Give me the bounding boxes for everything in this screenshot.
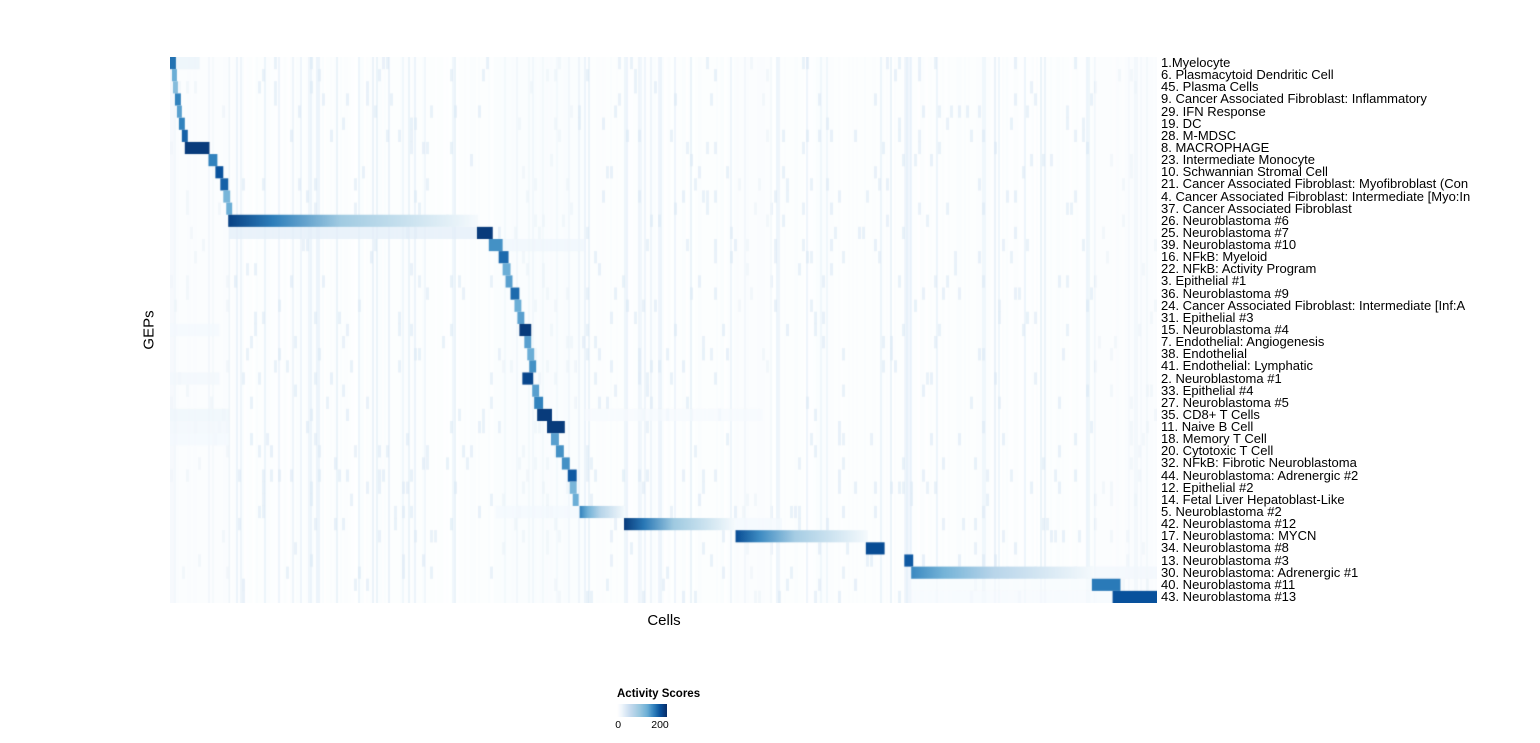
row-label: 23. Intermediate Monocyte bbox=[1161, 152, 1315, 168]
row-label: 25. Neuroblastoma #7 bbox=[1161, 224, 1289, 240]
row-label: 30. Neuroblastoma: Adrenergic #1 bbox=[1161, 564, 1359, 580]
row-label: 44. Neuroblastoma: Adrenergic #2 bbox=[1161, 467, 1359, 483]
row-label: 8. MACROPHAGE bbox=[1161, 140, 1270, 155]
row-label: 6. Plasmacytoid Dendritic Cell bbox=[1161, 67, 1334, 83]
row-label: 21. Cancer Associated Fibroblast: Myofib… bbox=[1161, 176, 1469, 192]
row-label: 7. Endothelial: Angiogenesis bbox=[1161, 334, 1325, 350]
row-label: 22. NFkB: Activity Program bbox=[1161, 261, 1317, 277]
row-label: 29. IFN Response bbox=[1161, 103, 1266, 119]
row-label: 1.Myelocyte bbox=[1161, 55, 1231, 71]
row-label: 9. Cancer Associated Fibroblast: Inflamm… bbox=[1161, 91, 1427, 107]
row-label: 13. Neuroblastoma #3 bbox=[1161, 552, 1289, 568]
row-label: 43. Neuroblastoma #13 bbox=[1161, 588, 1297, 604]
row-label: 24. Cancer Associated Fibroblast: Interm… bbox=[1161, 297, 1466, 313]
row-label: 32. NFkB: Fibrotic Neuroblastoma bbox=[1161, 455, 1357, 471]
row-label: 35. CD8+ T Cells bbox=[1161, 406, 1260, 422]
row-label: 37. Cancer Associated Fibroblast bbox=[1161, 200, 1352, 216]
legend-title: Activity Scores bbox=[617, 688, 701, 700]
row-label: 19. DC bbox=[1161, 115, 1202, 131]
row-label: 4. Cancer Associated Fibroblast: Interme… bbox=[1161, 188, 1471, 204]
row-label: 18. Memory T Cell bbox=[1161, 431, 1267, 447]
y-axis-label: GEPs bbox=[140, 310, 158, 350]
row-label: 3. Epithelial #1 bbox=[1161, 273, 1247, 289]
legend-tick-max: 200 bbox=[651, 719, 669, 731]
legend-ticks: 0 200 bbox=[615, 719, 757, 732]
row-labels: 1.Myelocyte 6. Plasmacytoid Dendritic Cel… bbox=[1161, 55, 1540, 609]
row-label: 27. Neuroblastoma #5 bbox=[1161, 394, 1289, 410]
row-label: 36. Neuroblastoma #9 bbox=[1161, 285, 1289, 301]
row-label: 16. NFkB: Myeloid bbox=[1161, 249, 1268, 265]
x-axis-label: Cells bbox=[647, 612, 681, 629]
row-label: 42. Neuroblastoma #12 bbox=[1161, 516, 1297, 532]
row-label: 41. Endothelial: Lymphatic bbox=[1161, 358, 1314, 374]
row-label: 14. Fetal Liver Hepatoblast-Like bbox=[1161, 491, 1345, 507]
row-label: 5. Neuroblastoma #2 bbox=[1161, 504, 1282, 519]
row-label: 38. Endothelial bbox=[1161, 346, 1248, 362]
row-label: 45. Plasma Cells bbox=[1161, 79, 1259, 95]
row-label: 20. Cytotoxic T Cell bbox=[1161, 443, 1274, 459]
row-label: 12. Epithelial #2 bbox=[1161, 479, 1254, 495]
row-label: 11. Naive B Cell bbox=[1161, 419, 1254, 435]
legend: Activity Scores 0 200 bbox=[615, 688, 757, 732]
row-label: 33. Epithelial #4 bbox=[1161, 382, 1254, 398]
row-label: 31. Epithelial #3 bbox=[1161, 309, 1254, 325]
legend-colorbar bbox=[617, 704, 667, 717]
heatmap-canvas bbox=[170, 57, 1157, 603]
row-label: 40. Neuroblastoma #11 bbox=[1161, 576, 1296, 592]
row-label: 39. Neuroblastoma #10 bbox=[1161, 237, 1297, 253]
legend-tick-min: 0 bbox=[615, 719, 622, 731]
row-label: 15. Neuroblastoma #4 bbox=[1161, 322, 1289, 337]
row-label: 17. Neuroblastoma: MYCN bbox=[1161, 528, 1317, 544]
row-label: 26. Neuroblastoma #6 bbox=[1161, 212, 1289, 228]
row-label: 10. Schwannian Stromal Cell bbox=[1161, 164, 1328, 180]
row-label: 28. M-MDSC bbox=[1161, 127, 1237, 143]
row-label: 34. Neuroblastoma #8 bbox=[1161, 540, 1289, 556]
row-label: 2. Neuroblastoma #1 bbox=[1161, 370, 1282, 386]
